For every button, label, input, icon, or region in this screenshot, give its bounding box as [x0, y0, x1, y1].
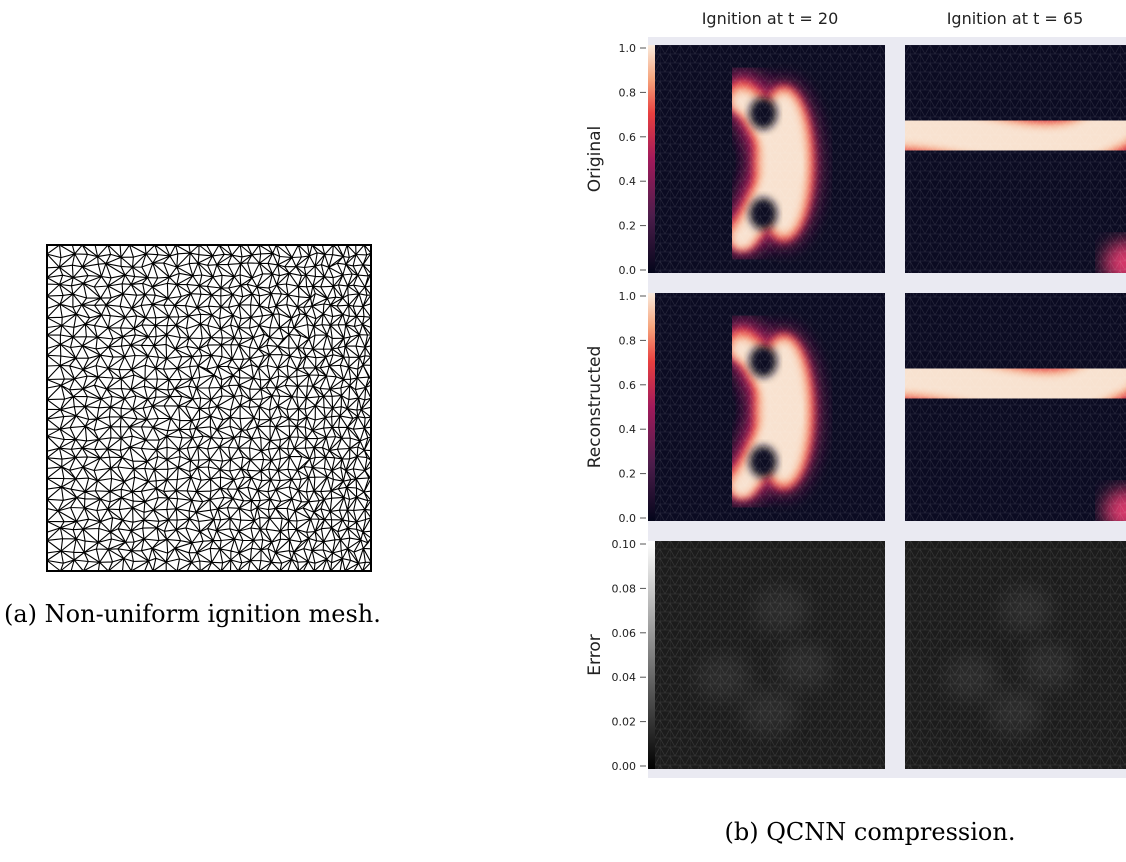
tick-label: 0.06 — [612, 627, 637, 640]
field-panel — [905, 541, 1126, 769]
tick-label: 0.08 — [612, 582, 637, 595]
mesh — [47, 245, 371, 571]
field-panel — [635, 45, 885, 273]
figure: (a) Non-uniform ignition mesh. (b) QCNN … — [0, 0, 1126, 862]
tick-label: 0.00 — [612, 760, 637, 773]
tick-label: 0.2 — [619, 468, 637, 481]
tick-label: 0.2 — [619, 220, 637, 233]
mesh-overlay — [905, 541, 1126, 769]
row-label: Reconstructed — [585, 346, 605, 469]
caption-a: (a) Non-uniform ignition mesh. — [4, 600, 381, 628]
caption-b: (b) QCNN compression. — [725, 818, 1016, 846]
field-panel — [885, 293, 1126, 533]
tick-label: 0.8 — [619, 334, 637, 347]
mesh-overlay — [655, 293, 885, 521]
tick-label: 0.4 — [619, 423, 637, 436]
tick-label: 0.04 — [612, 671, 637, 684]
tick-label: 0.0 — [619, 264, 637, 277]
tick-label: 0.02 — [612, 716, 637, 729]
field-panel — [655, 541, 885, 769]
mesh-overlay — [905, 293, 1126, 521]
colorbar — [648, 541, 655, 769]
tick-label: 0.0 — [619, 512, 637, 525]
mesh-overlay — [655, 45, 885, 273]
mesh-overlay — [655, 541, 885, 769]
tick-label: 1.0 — [619, 42, 637, 55]
mesh-overlay — [905, 45, 1126, 273]
tick-label: 0.10 — [612, 538, 637, 551]
row-label: Error — [585, 634, 605, 675]
field-panel — [885, 45, 1126, 285]
tick-label: 0.4 — [619, 175, 637, 188]
field-panel — [635, 293, 885, 521]
column-title: Ignition at t = 65 — [947, 9, 1084, 28]
colorbar — [648, 293, 655, 521]
mesh-edges — [47, 245, 371, 571]
tick-label: 0.6 — [619, 379, 637, 392]
tick-label: 1.0 — [619, 290, 637, 303]
row-label: Original — [585, 126, 605, 193]
tick-label: 0.6 — [619, 131, 637, 144]
colorbar — [648, 45, 655, 273]
tick-label: 0.8 — [619, 86, 637, 99]
column-title: Ignition at t = 20 — [702, 9, 839, 28]
